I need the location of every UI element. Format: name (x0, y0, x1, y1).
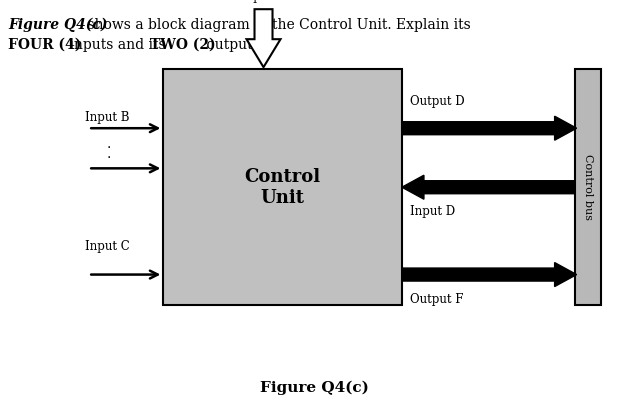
Text: Figure Q4(c): Figure Q4(c) (259, 381, 369, 395)
Polygon shape (402, 175, 575, 199)
Text: .: . (106, 137, 111, 151)
Polygon shape (402, 263, 577, 287)
Text: .: . (106, 147, 111, 161)
Text: Output D: Output D (410, 95, 465, 108)
Polygon shape (402, 116, 577, 140)
Text: inputs and its: inputs and its (65, 38, 170, 52)
Text: Input C: Input C (85, 240, 130, 253)
Text: Input D: Input D (410, 205, 455, 218)
Text: Figure Q4(c): Figure Q4(c) (8, 18, 107, 33)
Bar (163, 69, 402, 305)
Text: shows a block diagram of the Control Unit. Explain its: shows a block diagram of the Control Uni… (83, 18, 471, 32)
Polygon shape (247, 9, 281, 67)
Text: outputs.: outputs. (202, 38, 264, 52)
Text: Output F: Output F (410, 293, 463, 306)
Text: TWO (2): TWO (2) (150, 38, 215, 52)
Bar (575, 69, 601, 305)
Text: FOUR (4): FOUR (4) (8, 38, 82, 52)
Text: Control bus: Control bus (583, 154, 593, 220)
Text: Input B: Input B (85, 111, 130, 124)
Text: Control
Unit: Control Unit (244, 168, 321, 207)
Text: Input A: Input A (241, 0, 286, 3)
